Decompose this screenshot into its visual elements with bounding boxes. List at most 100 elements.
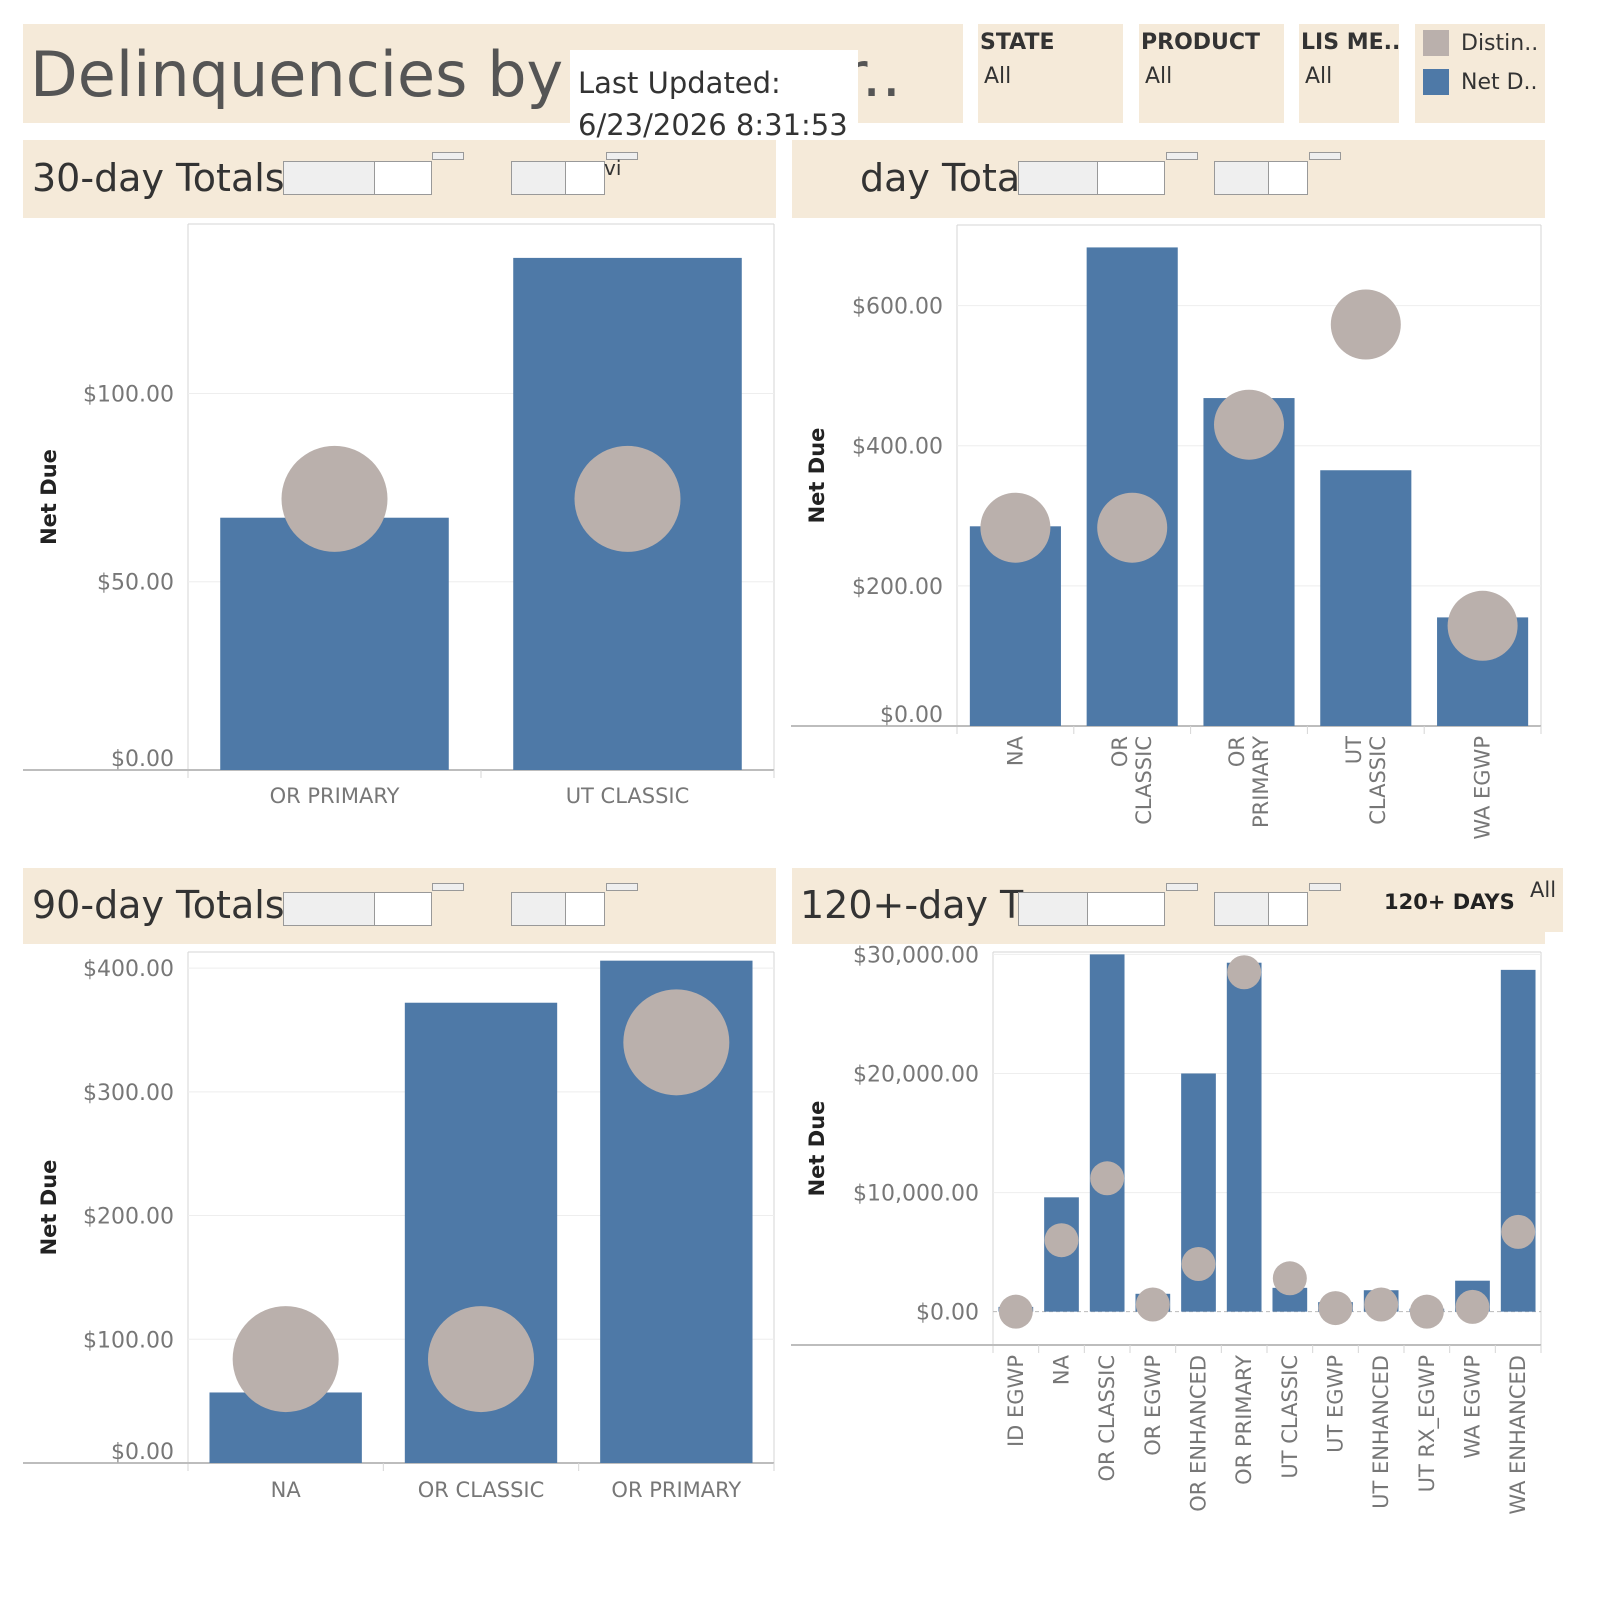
circle-distinct [281,445,388,552]
category-label: WA ENHANCED [1506,1355,1530,1515]
category-label: UT RX_EGWP [1415,1355,1440,1492]
category-label: CLASSIC [1132,736,1156,825]
legend-swatch-netdue [1423,69,1449,95]
y-tick-label: $200.00 [852,575,943,600]
category-label: UT EGWP [1324,1355,1348,1453]
panel30-mini-tab[interactable] [606,152,638,160]
panel120-mini-tab[interactable] [1309,883,1341,891]
y-axis-title: Net Due [37,1160,61,1256]
filter-state[interactable]: STATE All [978,24,1123,123]
bar-net-due [220,517,449,770]
category-label: OR EGWP [1141,1355,1165,1456]
last-updated-box: Last Updated: 6/23/2026 8:31:53 [570,50,858,142]
circle-distinct [428,1306,534,1413]
y-tick-label: $30,000.00 [853,943,979,968]
legend: Distin.. Net D.. [1415,24,1545,123]
category-label: UT CLASSIC [566,784,690,808]
y-tick-label: $300.00 [83,1081,174,1106]
panel120-band-ext [1527,868,1563,932]
bar-net-due [1500,969,1536,1312]
panel90-mini-control[interactable] [511,892,605,926]
panel90-mini-tab[interactable] [606,883,638,891]
panel90-range-control[interactable] [283,892,432,926]
category-label: UT [1342,736,1366,764]
circle-distinct [1455,1289,1490,1324]
circle-distinct [998,1294,1033,1329]
y-tick-label: $0.00 [880,703,943,728]
panel120-range-control[interactable] [1018,892,1165,926]
category-label: UT ENHANCED [1369,1355,1393,1509]
category-label: UT CLASSIC [1278,1355,1302,1479]
circle-distinct [1097,492,1168,563]
bar-net-due [1320,470,1412,726]
panel120-band [792,868,1545,944]
y-axis-title: Net Due [37,449,61,545]
panel60-control-tab[interactable] [1166,152,1198,160]
circle-distinct [623,989,730,1096]
circle-distinct [1409,1294,1444,1329]
chart-90day: $0.00 $100.00 $200.00 $300.00 $400.00 Net Due… [23,951,775,1502]
bar-net-due [1226,962,1262,1312]
y-tick-label: $200.00 [83,1205,174,1230]
panel120-all-label[interactable]: All [1530,878,1557,902]
circle-distinct [1135,1287,1170,1322]
filter-product[interactable]: PRODUCT All [1139,24,1284,123]
filter-lis-value[interactable]: All [1305,64,1333,89]
y-tick-label: $50.00 [97,571,174,596]
panel90-control-tab[interactable] [432,883,464,891]
category-label: NA [1003,735,1027,766]
bar-net-due [1272,1287,1308,1312]
category-label: NA [1050,1354,1074,1385]
panel30-mini-control[interactable] [511,161,605,195]
y-tick-label: $20,000.00 [853,1062,979,1087]
y-axis-title: Net Due [805,428,829,524]
y-axis-title: Net Due [805,1101,829,1197]
circle-distinct [1318,1291,1353,1326]
y-tick-label: $0.00 [111,747,174,772]
category-label: OR PRIMARY [270,784,400,808]
panel60-title: day Tota [860,156,1021,200]
bar-net-due [1089,954,1125,1312]
y-tick-label: $400.00 [852,435,943,460]
circle-distinct [1364,1287,1399,1322]
panel120-mini-control[interactable] [1214,892,1308,926]
filter-state-header: STATE [980,30,1055,55]
dashboard-title-text: Delinquencies by T [30,38,621,111]
panel120-days-label: 120+ DAYS [1384,890,1515,914]
panel30-range-control[interactable] [283,161,432,195]
category-label: NA [271,1478,302,1502]
circle-distinct [1330,289,1401,360]
legend-item-netdue[interactable]: Net D.. [1423,69,1538,95]
filter-state-value[interactable]: All [984,64,1012,89]
bar-net-due [1086,247,1178,727]
dashboard-title: Delinquencies by T [30,38,621,111]
category-label: PRIMARY [1249,736,1273,828]
legend-label-distinct: Distin.. [1461,30,1539,56]
category-label: WA EGWP [1461,1355,1485,1459]
panel30-control-tab[interactable] [432,152,464,160]
category-label: OR PRIMARY [611,1478,741,1502]
circle-distinct [1181,1247,1216,1282]
circle-distinct [1272,1261,1307,1296]
y-tick-label: $100.00 [83,382,174,407]
panel120-control-tab[interactable] [1166,883,1198,891]
y-tick-label: $0.00 [916,1301,979,1326]
y-tick-label: $100.00 [83,1328,174,1353]
category-label: OR CLASSIC [1095,1355,1119,1482]
panel60-mini-control[interactable] [1214,161,1308,195]
filter-lis[interactable]: LIS ME.. All [1299,24,1400,123]
filter-product-value[interactable]: All [1145,64,1173,89]
circle-distinct [1044,1223,1079,1258]
circle-distinct [980,492,1051,563]
category-label: OR ENHANCED [1187,1355,1211,1512]
category-label: OR CLASSIC [418,1478,545,1502]
legend-item-distinct[interactable]: Distin.. [1423,30,1538,56]
panel90-title: 90-day Totals [32,883,285,927]
category-label: ID EGWP [1004,1355,1028,1447]
panel60-mini-tab[interactable] [1309,152,1341,160]
filter-product-header: PRODUCT [1141,30,1261,55]
circle-distinct [1501,1214,1536,1249]
panel60-range-control[interactable] [1018,161,1165,195]
panel30-overlay-text: vi [604,156,622,180]
